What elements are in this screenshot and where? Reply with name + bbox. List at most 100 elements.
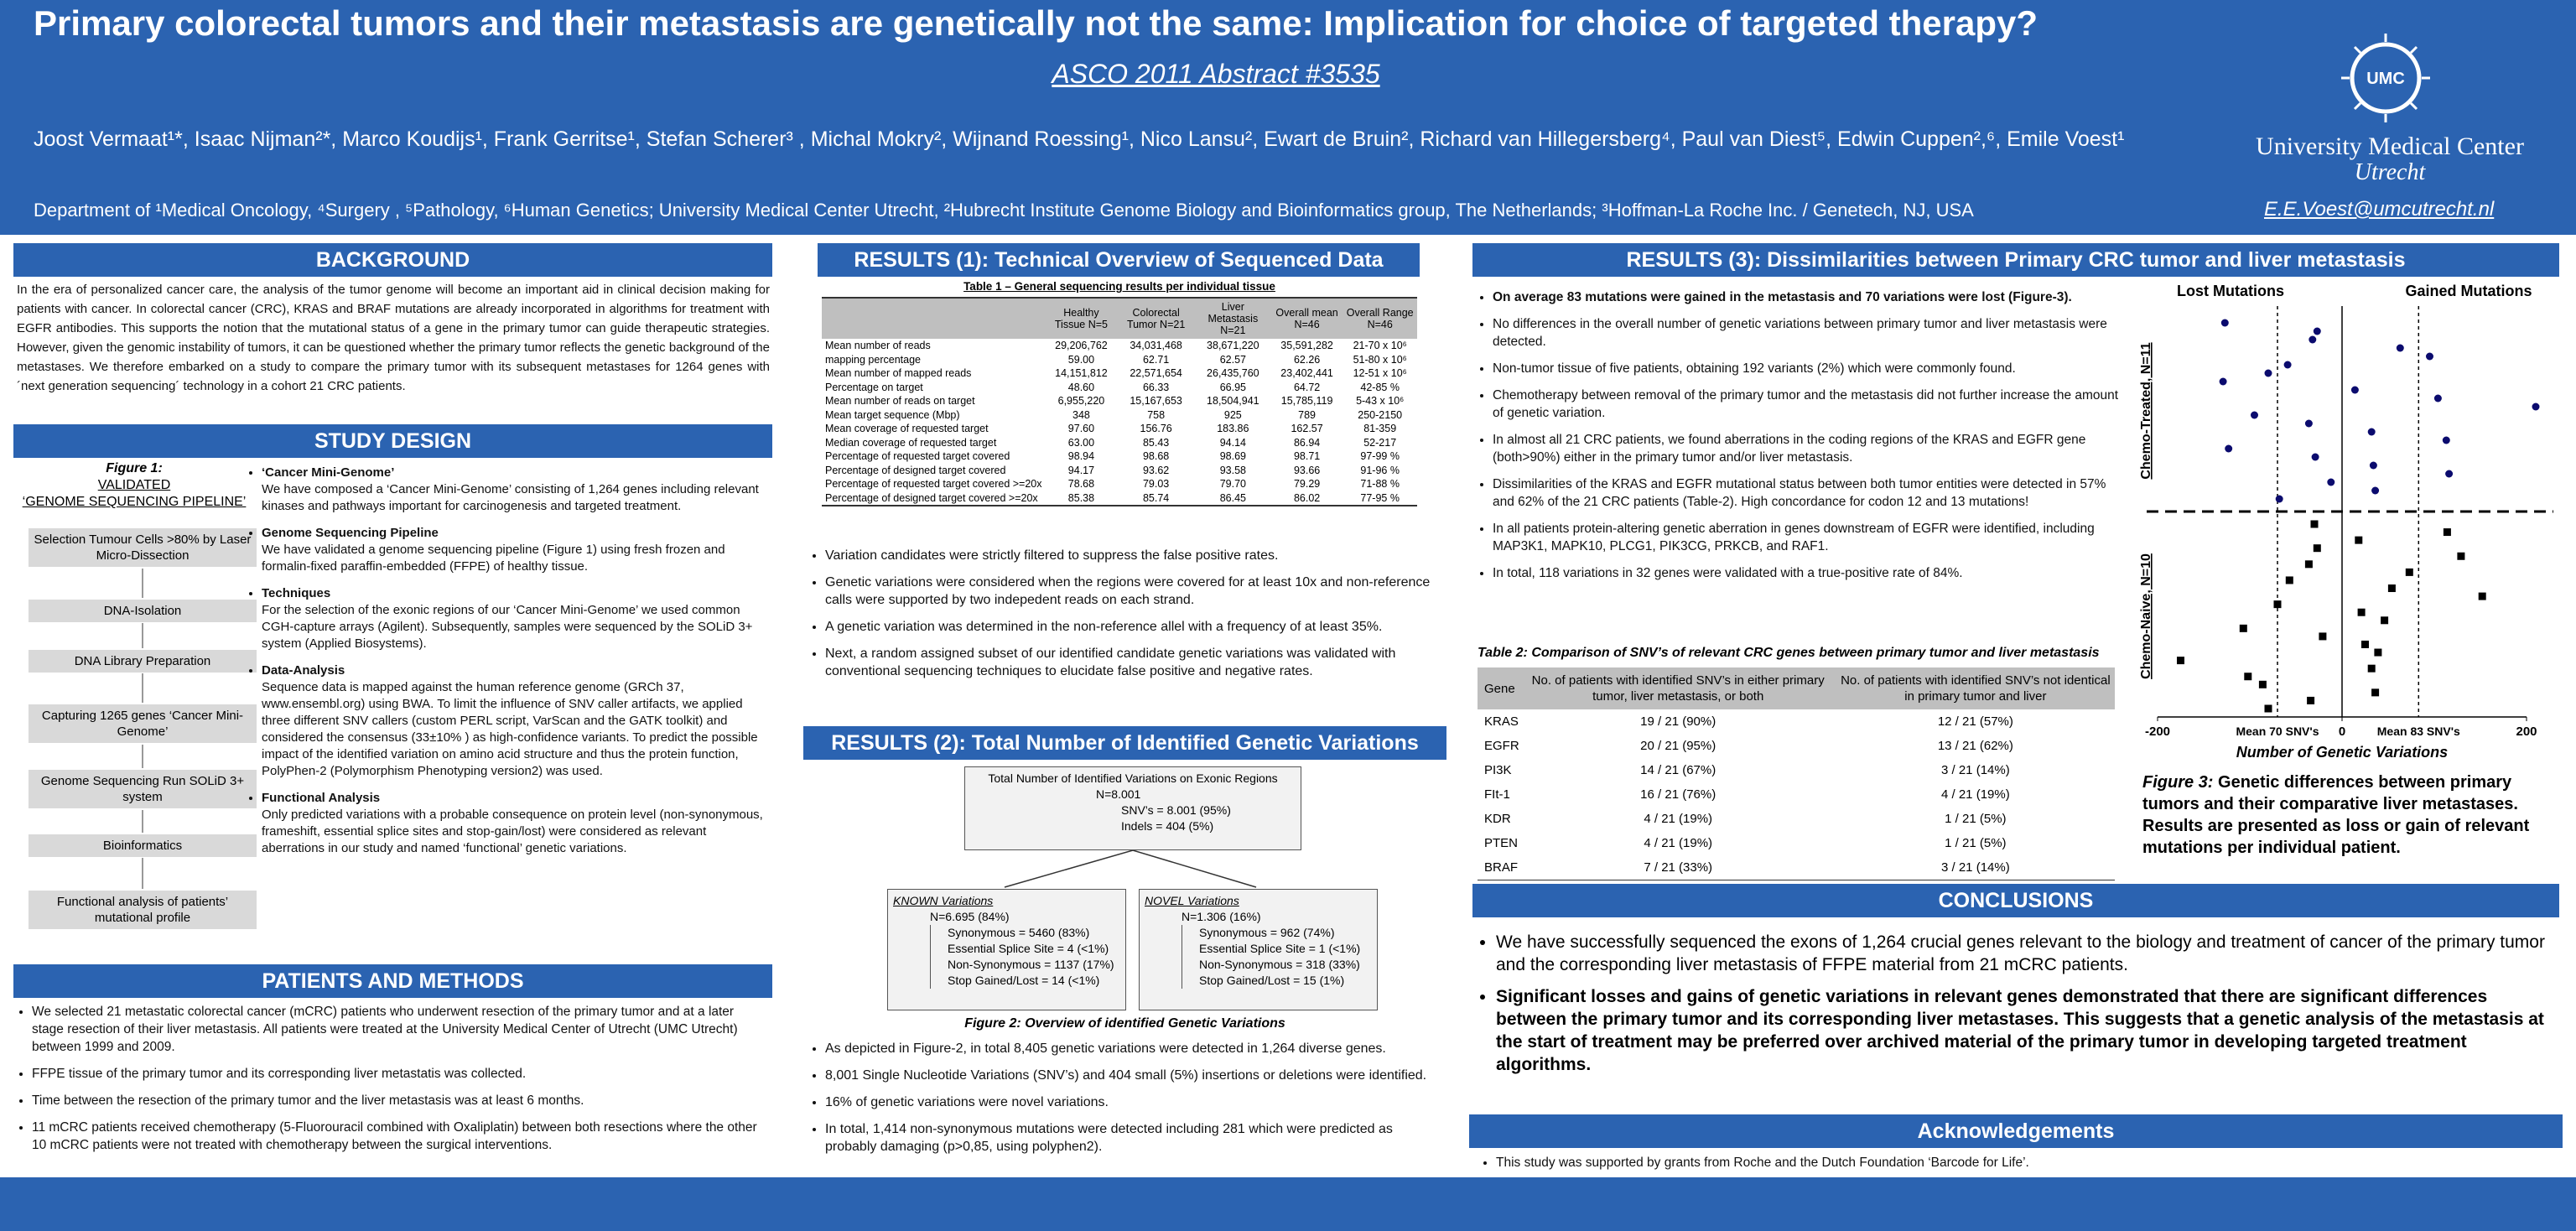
- cell: 348: [1072, 408, 1090, 421]
- cell: 94.17: [1067, 464, 1095, 476]
- cell: 66.33: [1142, 381, 1170, 393]
- bullet: We have successfully sequenced the exons…: [1496, 931, 2551, 976]
- cell: 5-43 x 10⁶: [1356, 395, 1405, 408]
- point: [2219, 377, 2227, 386]
- cell: 62.71: [1142, 353, 1170, 366]
- cell: 16 / 21 (76%): [1640, 787, 1716, 802]
- connector: [1132, 849, 1257, 888]
- x-tick-label: 200: [2516, 725, 2537, 739]
- item-text: Sequence data is mapped against the huma…: [262, 680, 758, 778]
- cell: 85.43: [1142, 436, 1170, 449]
- cell: 4 / 21 (19%): [1941, 787, 2010, 802]
- point: [2426, 352, 2433, 361]
- figure-title: Figure 1:: [106, 461, 163, 475]
- caption-label: Figure 3:: [2142, 773, 2214, 792]
- cell: 71-88 %: [1360, 478, 1400, 491]
- point: [2309, 335, 2317, 344]
- point: [2313, 544, 2321, 553]
- header-cell: Colorectal Tumor N=21: [1117, 298, 1195, 339]
- point: [2442, 436, 2450, 444]
- diagram-box: NOVEL Variations N=1.306 (16%) Synonymous …: [1139, 889, 1378, 1010]
- cell: Mean number of mapped reads: [825, 367, 972, 380]
- cell: 34,031,468: [1130, 340, 1182, 352]
- panel-label: Gained Mutations: [2405, 283, 2532, 299]
- pipeline-step: Functional analysis of patients’ mutatio…: [29, 891, 257, 929]
- row: KRAS 19 / 21 (90%) 12 / 21 (57%): [1478, 709, 2115, 734]
- connector: [1004, 849, 1134, 888]
- cell: Median coverage of requested target: [825, 436, 997, 449]
- cell: 79.29: [1293, 478, 1321, 491]
- point: [2307, 696, 2315, 704]
- item-title: Genome Sequencing Pipeline: [262, 526, 439, 540]
- cell: 85.74: [1142, 491, 1170, 504]
- header-cell: [822, 298, 1046, 339]
- email[interactable]: E.E.Voest@umcutrecht.nl: [2264, 198, 2495, 221]
- item-title: Techniques: [262, 586, 331, 600]
- point: [2285, 576, 2293, 584]
- diagram-box: Total Number of Identified Variations on…: [964, 766, 1301, 850]
- logo-ring: [2350, 42, 2422, 114]
- logo-rays: [2341, 34, 2430, 122]
- point: [2371, 486, 2380, 495]
- point: [2369, 461, 2377, 470]
- bullet: Next, a random assigned subset of our id…: [825, 645, 1440, 680]
- row: Mean number of reads 29,206,762 34,031,468…: [822, 339, 1417, 353]
- cell: 156.76: [1140, 423, 1172, 435]
- mean-label: Mean 70 SNV's: [2236, 725, 2319, 738]
- cell: 15,167,653: [1130, 395, 1182, 408]
- cell: Percentage of requested target covered: [825, 450, 1010, 463]
- box-line: Total Number of Identified Variations on…: [988, 771, 1278, 785]
- cell: mapping percentage: [825, 353, 921, 366]
- ack-bullets: This study was supported by grants from …: [1478, 1154, 2551, 1181]
- row: EGFR 20 / 21 (95%) 13 / 21 (62%): [1478, 734, 2115, 758]
- point: [2405, 568, 2413, 576]
- cell: 63.00: [1067, 436, 1095, 449]
- bullet: Time between the resection of the primar…: [32, 1092, 768, 1109]
- cell: 789: [1298, 408, 1317, 421]
- point: [2273, 600, 2282, 609]
- point: [2387, 584, 2396, 593]
- point: [2367, 428, 2376, 436]
- mean-label: Mean 83 SNV's: [2377, 725, 2460, 738]
- row: PI3K 14 / 21 (67%) 3 / 21 (14%): [1478, 758, 2115, 782]
- cell: 93.66: [1293, 464, 1321, 476]
- bullet: On average 83 mutations were gained in t…: [1493, 288, 2130, 306]
- logo-name: University Medical Center: [2256, 132, 2524, 160]
- pipeline-step: Capturing 1265 genes ‘Cancer Mini-Genome…: [29, 704, 257, 743]
- item-text: Only predicted variations with a probabl…: [262, 808, 763, 855]
- logo-mark: UMC: [2366, 70, 2405, 88]
- design-item: Data-Analysis Sequence data is mapped aga…: [262, 662, 770, 780]
- point: [2350, 386, 2359, 394]
- box-line: SNV’s = 8.001 (95%): [1121, 803, 1231, 817]
- point: [2433, 394, 2442, 403]
- header-row: Gene No. of patients with identified SNV’…: [1478, 667, 2115, 709]
- pipeline-arrows: [142, 569, 143, 889]
- cell: 3 / 21 (14%): [1941, 860, 2010, 875]
- pipeline-step: DNA Library Preparation: [29, 650, 257, 673]
- row: mapping percentage 59.00 62.71 62.57 62.26 51…: [822, 353, 1417, 367]
- pipeline-step: DNA-Isolation: [29, 600, 257, 622]
- header-cell: Healthy Tissue N=5: [1045, 298, 1118, 339]
- item-text: We have composed a ‘Cancer Mini-Genome’ …: [262, 482, 759, 513]
- box-item: Stop Gained/Lost = 14 (<1%): [930, 973, 1120, 989]
- point: [2327, 478, 2335, 486]
- cell: 79.03: [1142, 478, 1170, 491]
- item-title: Functional Analysis: [262, 791, 381, 805]
- bullet: As depicted in Figure-2, in total 8,405 …: [825, 1040, 1440, 1057]
- cell: 22,571,654: [1130, 367, 1182, 380]
- bullet: In total, 118 variations in 32 genes wer…: [1493, 564, 2130, 582]
- point: [2304, 419, 2313, 428]
- box-title: NOVEL Variations: [1145, 894, 1239, 907]
- box-item: Non-Synonymous = 318 (33%): [1182, 957, 1372, 973]
- cell: 62.57: [1219, 353, 1246, 366]
- cell: 162.57: [1291, 423, 1323, 435]
- cell: 12 / 21 (57%): [1937, 714, 2013, 729]
- pipeline-step: Selection Tumour Cells >80% by Laser Mic…: [29, 528, 257, 567]
- cell: 3 / 21 (14%): [1941, 763, 2010, 777]
- row: Mean number of reads on target 6,955,220 1…: [822, 394, 1417, 408]
- point: [2371, 688, 2380, 697]
- cell: 85.38: [1067, 491, 1095, 504]
- box-item: Essential Splice Site = 1 (<1%): [1182, 941, 1372, 957]
- cell: 14 / 21 (67%): [1640, 763, 1716, 777]
- point: [2319, 632, 2327, 641]
